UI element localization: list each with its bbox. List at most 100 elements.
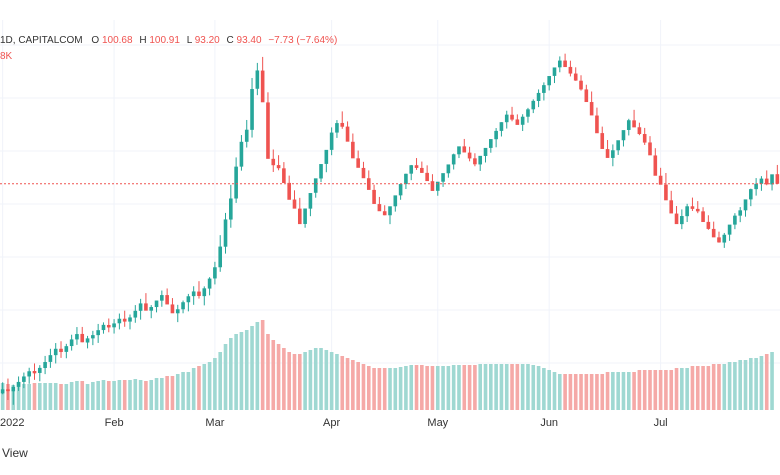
candle-body [425,172,429,182]
volume-bar [404,366,408,410]
candle [282,162,286,184]
candle [22,372,26,389]
candle-body [722,234,727,243]
candle [133,305,138,323]
volume-bar [510,364,514,410]
candle [250,77,254,138]
volume-bar [722,364,727,410]
candle-body [754,183,758,190]
candle [680,209,684,230]
candle-body [48,355,53,362]
candle-body [717,237,721,243]
candle-body [478,155,483,165]
volume-bar [637,370,642,410]
candle-body [743,199,748,211]
candle-body [584,89,589,103]
candle-body [706,221,711,229]
candle-body [372,189,376,204]
legend-low-value: 93.20 [195,35,220,46]
volume-bar [754,358,758,410]
candle [764,170,769,186]
candle-body [239,141,244,167]
volume-bar [335,354,339,410]
volume-bar [144,381,148,410]
candle [685,203,689,223]
volume-bar [85,384,90,410]
legend-low-label: L [187,35,193,46]
candle-body [340,122,345,127]
candle [101,322,106,334]
volume-bar [398,367,403,410]
candle-body [494,130,498,140]
volume-bar [733,362,737,410]
candle-body [138,303,143,311]
candle-body [276,165,281,169]
candle [664,173,668,201]
candle [276,155,281,171]
candle-body [53,348,58,356]
candle [223,212,228,254]
candle [175,304,180,323]
candle-body [229,198,233,220]
candle-body [207,278,212,289]
candle [520,114,525,132]
volume-bar [75,381,79,410]
volume-bar [287,352,291,410]
x-tick-label: Jul [654,417,668,429]
candle-body [149,307,154,311]
candle [106,318,111,333]
candle-body [101,324,106,331]
candle [690,197,695,211]
volume-bar [271,340,276,410]
candle-body [775,174,780,184]
volume-bar [515,364,520,410]
candle-body [404,173,408,185]
candle [32,363,37,380]
candle [377,196,382,212]
candle [409,164,414,181]
volume-bar [319,348,323,410]
volume-bar [473,365,477,410]
candle [457,146,461,159]
x-tick-label: 2022 [0,417,24,429]
candle [515,114,520,125]
candle [595,107,599,134]
volume-bar [175,374,180,410]
candle-body [462,146,467,153]
volume-bar [626,372,631,410]
candle-body [701,211,705,223]
candle [197,281,201,299]
candle-body [451,154,456,165]
volume-bar [536,366,541,410]
volume-bar [59,384,63,410]
volume-bar [303,352,307,410]
volume-bar [377,368,382,410]
candle [727,224,732,241]
candle-body [637,127,642,135]
volume-bar [340,356,345,410]
candle [441,173,445,187]
candle-body [266,102,270,159]
candle [573,67,578,81]
candle [600,126,605,149]
candle-body [319,164,323,179]
volume-bar [276,344,281,410]
volume-bar [160,378,164,410]
candle-body [669,200,674,214]
volume-bar [749,358,753,410]
volume-bar [361,364,366,410]
candle [451,153,456,170]
volume-bar [351,360,355,410]
candle [292,190,297,209]
volume-bar [770,352,774,410]
volume-bar [531,365,536,410]
footer-view-label[interactable]: View [2,446,28,460]
candle-body [75,334,79,340]
volume-bar [642,370,647,410]
candle-body [43,362,47,369]
volume-bar [441,366,445,410]
candle [770,174,774,191]
legend-volume: 8K [0,51,13,62]
volume-bar [186,372,191,410]
volume-bar [573,374,578,410]
